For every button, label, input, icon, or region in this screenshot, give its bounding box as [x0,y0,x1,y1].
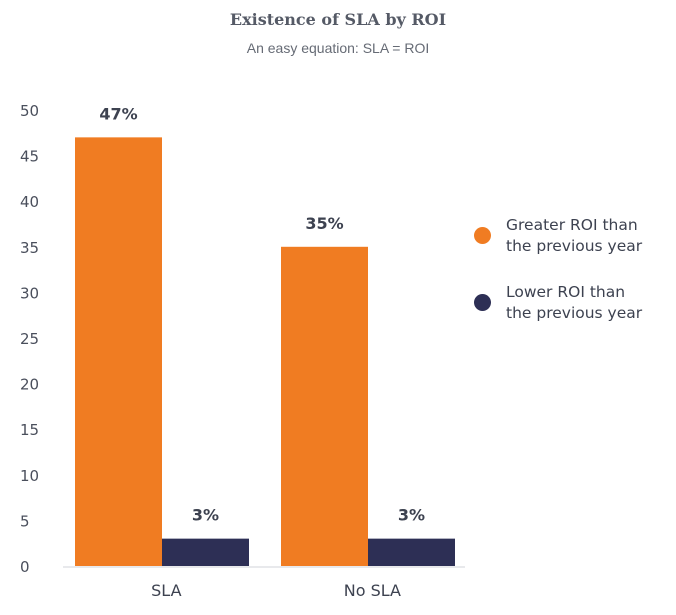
bar-value-label: 35% [305,214,343,233]
bar-lower-roi [368,538,455,566]
legend-label-line1: Greater ROI than [506,216,638,234]
y-tick-label: 25 [20,330,39,348]
x-category-label: SLA [151,581,181,600]
y-tick-label: 0 [20,558,30,576]
bar-value-label: 47% [99,104,137,123]
bar-value-label: 3% [192,506,219,525]
legend-label-lower-roi: Lower ROI than the previous year [506,282,676,324]
y-tick-label: 20 [20,376,39,394]
bar-lower-roi [162,538,249,566]
x-category-label: No SLA [344,581,401,600]
y-tick-label: 10 [20,467,39,485]
bar-value-label: 3% [398,506,425,525]
y-tick-label: 45 [20,148,39,166]
legend-swatch-lower-roi [474,294,491,311]
y-tick-label: 35 [20,239,39,257]
legend-label-line2: the previous year [506,304,643,322]
y-tick-label: 15 [20,421,39,439]
legend-item-lower-roi: Lower ROI than the previous year [474,282,674,326]
chart-title: Existence of SLA by ROI [229,10,447,29]
bar-greater-roi [281,246,368,567]
legend-label-line1: Lower ROI than [506,283,626,301]
y-tick-label: 50 [20,102,39,120]
y-tick-label: 30 [20,284,39,302]
legend-label-greater-roi: Greater ROI than the previous year [506,215,676,257]
chart-subtitle: An easy equation: SLA = ROI [246,40,430,56]
legend-swatch-greater-roi [474,227,491,244]
bar-greater-roi [75,137,162,567]
legend-item-greater-roi: Greater ROI than the previous year [474,215,674,259]
legend-label-line2: the previous year [506,237,643,255]
y-tick-label: 5 [20,512,30,530]
y-tick-label: 40 [20,193,39,211]
